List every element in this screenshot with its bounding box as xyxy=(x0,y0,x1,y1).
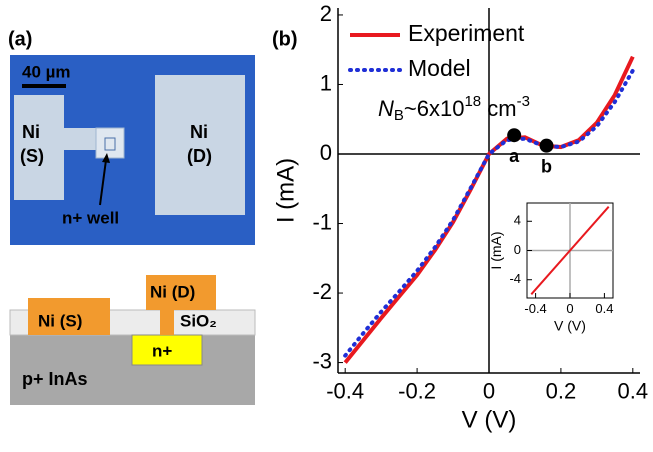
y-tick-label: -4 xyxy=(509,271,521,286)
source-arm xyxy=(60,128,100,150)
y-tick-label: 1 xyxy=(320,70,332,95)
x-tick-label: -0.2 xyxy=(398,379,436,404)
point-marker xyxy=(507,128,521,142)
photo-label: n+ well xyxy=(62,208,119,227)
x-tick-label: 0 xyxy=(566,301,573,316)
y-tick-label: -2 xyxy=(312,279,332,304)
schematic-label: p+ InAs xyxy=(22,369,88,389)
y-tick-label: 0 xyxy=(514,242,521,257)
legend-label: Model xyxy=(408,55,471,81)
point-label: a xyxy=(509,146,520,166)
y-axis-label: I (mA) xyxy=(273,158,300,223)
schematic-label: Ni (S) xyxy=(38,311,82,330)
schematic-label: n+ xyxy=(152,341,172,360)
x-tick-label: 0.2 xyxy=(546,379,577,404)
schematic-label: SiO₂ xyxy=(180,311,217,330)
scale-label: 40 µm xyxy=(22,62,71,81)
annotation: NB~6x1018 cm-3 xyxy=(378,93,530,124)
point-marker xyxy=(540,139,554,153)
x-tick-label: -0.4 xyxy=(524,301,546,316)
well-pad xyxy=(96,128,124,158)
photo-label: (S) xyxy=(20,146,44,166)
annotation-part: B xyxy=(394,107,404,124)
panel-label: (b) xyxy=(272,28,298,50)
x-tick-label: 0.4 xyxy=(618,379,649,404)
annotation-part: cm xyxy=(481,96,516,121)
y-tick-label: 2 xyxy=(320,1,332,26)
schematic-label: Ni (D) xyxy=(150,282,195,301)
annotation-part: N xyxy=(378,96,394,121)
device-schematic: Ni (S) Ni (D) SiO₂ n+ p+ InAs xyxy=(10,275,255,405)
x-axis-label: V (V) xyxy=(554,317,586,333)
x-tick-label: -0.4 xyxy=(326,379,364,404)
photo-label: Ni xyxy=(22,122,40,142)
photo-label: (D) xyxy=(187,146,212,166)
point-label: b xyxy=(541,156,552,176)
photo-label: Ni xyxy=(190,122,208,142)
x-tick-label: 0.4 xyxy=(595,301,613,316)
panel-label: (a) xyxy=(8,28,32,50)
y-tick-label: -3 xyxy=(312,348,332,373)
figure: (a) 40 µm Ni (S) Ni (D) n+ well Ni (S) N… xyxy=(0,0,653,452)
y-axis-label: I (mA) xyxy=(488,231,504,269)
annotation-part: ~6x10 xyxy=(404,96,465,121)
drain-via xyxy=(160,310,174,335)
x-tick-label: 0 xyxy=(483,379,495,404)
y-tick-label: 0 xyxy=(320,140,332,165)
legend-label: Experiment xyxy=(408,20,525,46)
annotation-part: 18 xyxy=(464,93,481,110)
annotation-part: -3 xyxy=(517,93,530,110)
y-tick-label: -1 xyxy=(312,209,332,234)
y-tick-label: 4 xyxy=(514,213,521,228)
micrograph: 40 µm Ni (S) Ni (D) n+ well xyxy=(10,55,255,245)
x-axis-label: V (V) xyxy=(462,407,517,434)
